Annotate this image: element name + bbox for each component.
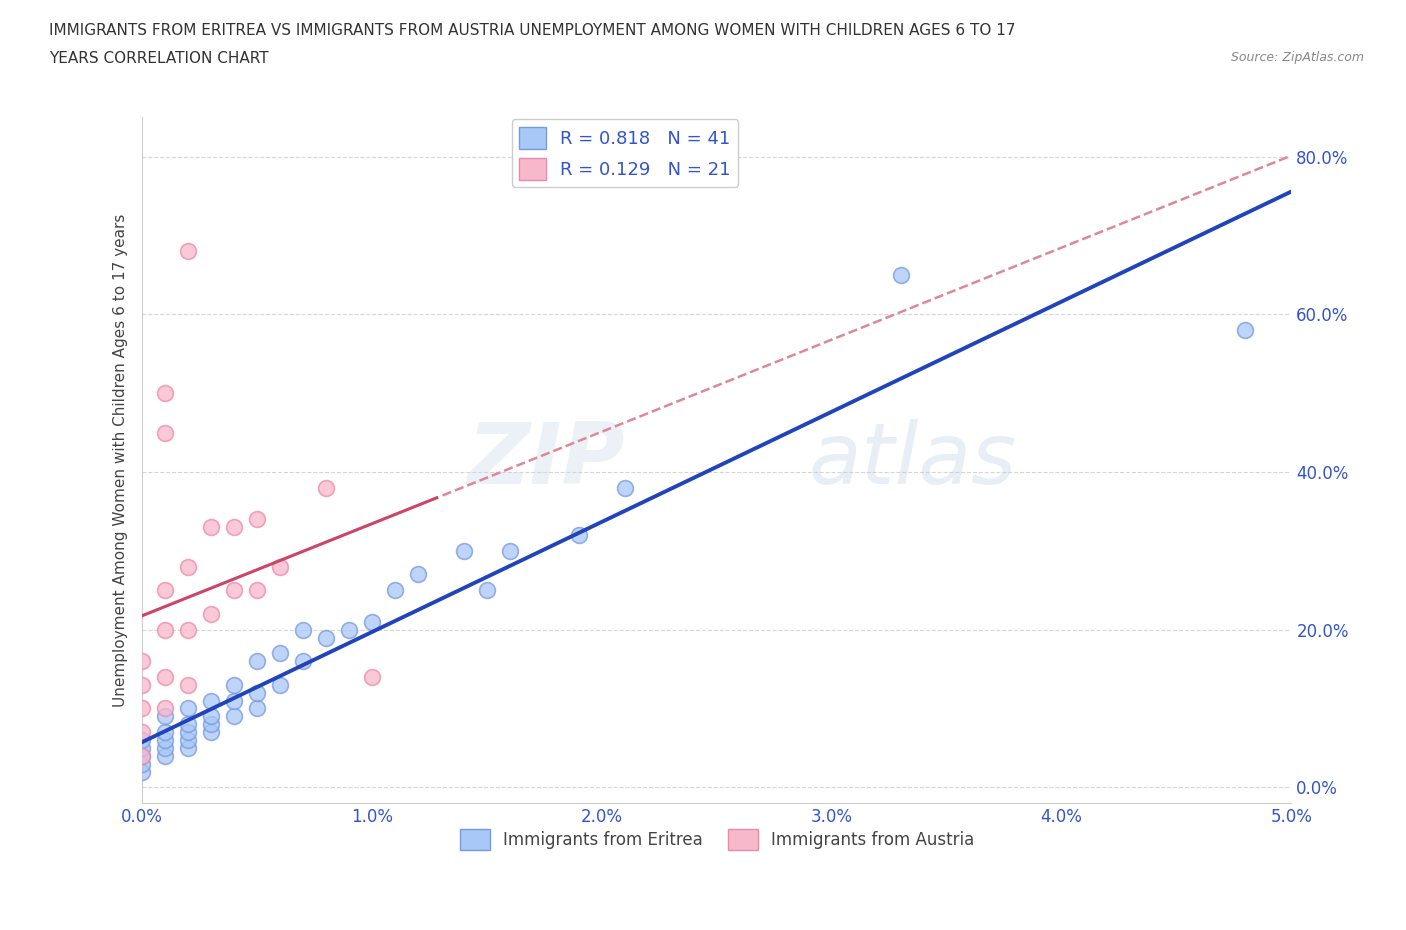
Point — [177, 244, 200, 259]
Point — [224, 693, 246, 708]
Point — [315, 480, 337, 495]
Point — [292, 622, 315, 637]
Point — [384, 583, 406, 598]
Point — [246, 583, 269, 598]
Point — [177, 717, 200, 732]
Point — [200, 717, 222, 732]
Y-axis label: Unemployment Among Women with Children Ages 6 to 17 years: Unemployment Among Women with Children A… — [114, 214, 128, 707]
Point — [131, 677, 153, 692]
Point — [155, 749, 177, 764]
Point — [131, 654, 153, 669]
Point — [177, 677, 200, 692]
Point — [475, 583, 498, 598]
Text: IMMIGRANTS FROM ERITREA VS IMMIGRANTS FROM AUSTRIA UNEMPLOYMENT AMONG WOMEN WITH: IMMIGRANTS FROM ERITREA VS IMMIGRANTS FR… — [49, 23, 1015, 38]
Point — [568, 527, 591, 542]
Point — [155, 740, 177, 755]
Point — [177, 701, 200, 716]
Point — [200, 693, 222, 708]
Point — [406, 567, 429, 582]
Point — [224, 583, 246, 598]
Point — [177, 724, 200, 739]
Point — [200, 709, 222, 724]
Point — [246, 701, 269, 716]
Point — [131, 749, 153, 764]
Point — [177, 733, 200, 748]
Point — [131, 756, 153, 771]
Point — [131, 764, 153, 779]
Point — [361, 670, 384, 684]
Point — [131, 724, 153, 739]
Point — [315, 631, 337, 645]
Point — [177, 740, 200, 755]
Point — [177, 622, 200, 637]
Point — [155, 724, 177, 739]
Point — [177, 559, 200, 574]
Point — [361, 615, 384, 630]
Legend: Immigrants from Eritrea, Immigrants from Austria: Immigrants from Eritrea, Immigrants from… — [453, 823, 981, 857]
Point — [269, 677, 291, 692]
Point — [292, 654, 315, 669]
Point — [131, 733, 153, 748]
Point — [269, 559, 291, 574]
Point — [453, 543, 475, 558]
Point — [200, 606, 222, 621]
Text: atlas: atlas — [808, 418, 1017, 501]
Point — [224, 520, 246, 535]
Point — [155, 583, 177, 598]
Point — [131, 749, 153, 764]
Point — [613, 480, 636, 495]
Point — [155, 701, 177, 716]
Point — [499, 543, 522, 558]
Point — [155, 386, 177, 401]
Point — [246, 685, 269, 700]
Point — [246, 512, 269, 526]
Point — [224, 677, 246, 692]
Point — [131, 701, 153, 716]
Point — [269, 645, 291, 660]
Text: ZIP: ZIP — [467, 418, 624, 501]
Text: Source: ZipAtlas.com: Source: ZipAtlas.com — [1230, 51, 1364, 64]
Point — [155, 670, 177, 684]
Point — [155, 622, 177, 637]
Point — [337, 622, 360, 637]
Point — [200, 724, 222, 739]
Point — [1234, 323, 1257, 338]
Point — [224, 709, 246, 724]
Point — [246, 654, 269, 669]
Point — [131, 740, 153, 755]
Point — [200, 520, 222, 535]
Point — [890, 268, 912, 283]
Point — [155, 709, 177, 724]
Point — [155, 425, 177, 440]
Point — [155, 733, 177, 748]
Text: YEARS CORRELATION CHART: YEARS CORRELATION CHART — [49, 51, 269, 66]
